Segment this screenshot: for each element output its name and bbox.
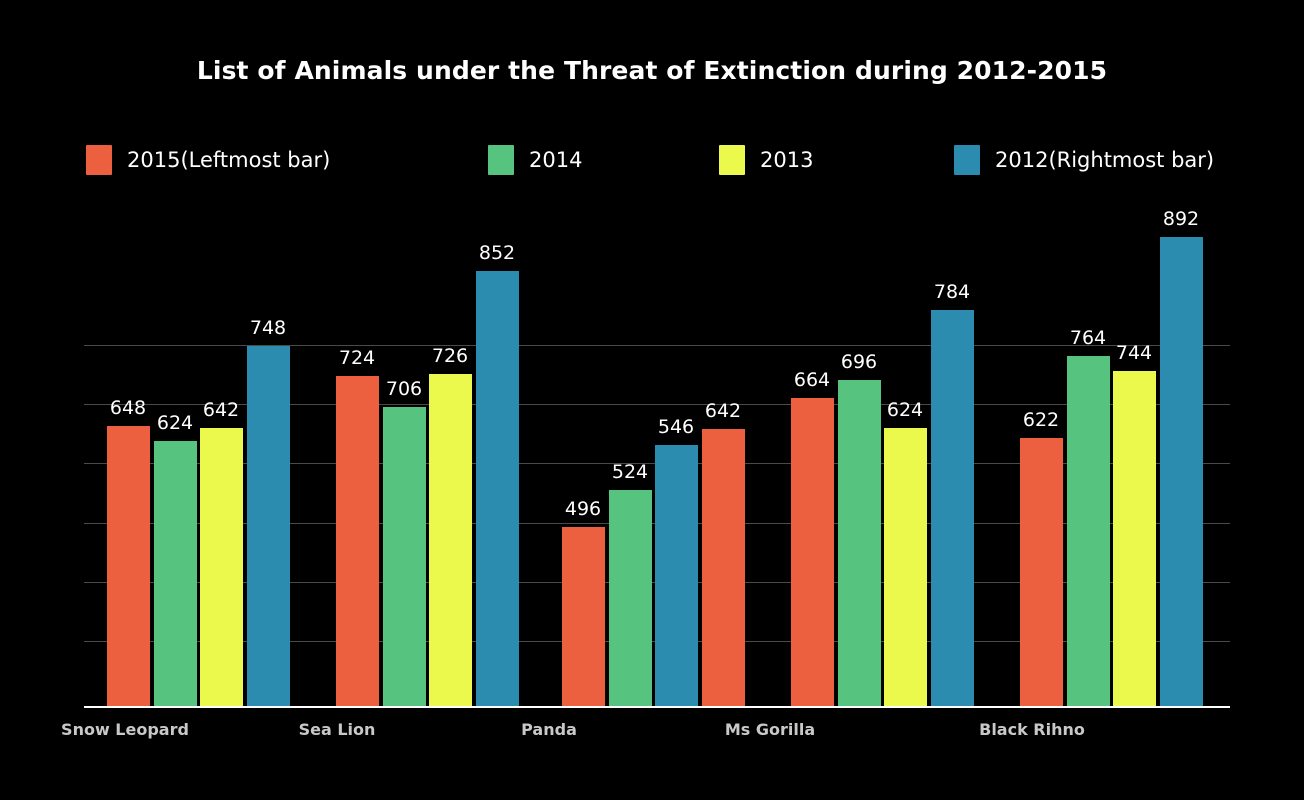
gridline-0 [84, 345, 1230, 346]
bar-value-label: 624 [156, 412, 194, 434]
bar-value-label: 624 [886, 399, 924, 421]
bar-value-label: 748 [249, 317, 287, 339]
bar-value-label: 496 [564, 498, 602, 520]
bar-value-label: 724 [338, 347, 376, 369]
bar-value-label: 648 [109, 397, 147, 419]
bar-value-label: 642 [704, 400, 742, 422]
legend-swatch-icon [488, 145, 514, 175]
bar-value-label: 696 [840, 351, 878, 373]
legend-label: 2013 [760, 147, 814, 172]
bar[interactable] [838, 380, 881, 706]
chart-title: List of Animals under the Threat of Exti… [196, 56, 1108, 85]
category-label-2: Panda [521, 720, 577, 739]
bar[interactable] [154, 441, 197, 706]
bar-value-label: 784 [933, 281, 971, 303]
bar[interactable] [1160, 237, 1203, 706]
bar[interactable] [609, 490, 652, 706]
legend-item-3[interactable]: 2012(Rightmost bar) [954, 144, 1214, 176]
bar[interactable] [931, 310, 974, 706]
bar[interactable] [476, 271, 519, 706]
legend-item-2[interactable]: 2013 [719, 144, 813, 176]
bar[interactable] [1113, 371, 1156, 706]
bar-value-label: 764 [1069, 327, 1107, 349]
bar[interactable] [107, 426, 150, 706]
legend-label: 2012(Rightmost bar) [995, 147, 1215, 172]
bar-value-label: 664 [793, 369, 831, 391]
chart-legend: 2015(Leftmost bar) 2014 2013 2012(Rightmost… [86, 144, 1246, 176]
bar[interactable] [336, 376, 379, 706]
bar-value-label: 726 [431, 345, 469, 367]
bar[interactable] [1020, 438, 1063, 706]
category-label-1: Sea Lion [298, 720, 376, 739]
bar-value-label: 744 [1115, 342, 1153, 364]
gridline-1 [84, 404, 1230, 405]
bar-value-label: 642 [202, 399, 240, 421]
bar-value-label: 546 [657, 416, 695, 438]
plot-area: 648 624 642 748 724 706 726 852 496 524 546 642 664 6… [84, 180, 1230, 708]
bar-value-label: 852 [478, 242, 516, 264]
legend-item-0[interactable]: 2015(Leftmost bar) [86, 144, 330, 176]
bar[interactable] [429, 374, 472, 706]
legend-swatch-icon [719, 145, 745, 175]
legend-item-1[interactable]: 2014 [488, 144, 582, 176]
legend-swatch-icon [86, 145, 112, 175]
legend-label: 2014 [529, 147, 583, 172]
bar-value-label: 622 [1022, 409, 1060, 431]
bar[interactable] [200, 428, 243, 706]
bar-value-label: 706 [385, 378, 423, 400]
bar[interactable] [791, 398, 834, 706]
x-axis-line [84, 706, 1230, 708]
legend-label: 2015(Leftmost bar) [127, 147, 331, 172]
bar-value-label: 524 [611, 461, 649, 483]
category-label-0: Snow Leopard [61, 720, 189, 739]
bar[interactable] [702, 429, 745, 706]
bar[interactable] [1067, 356, 1110, 706]
bar-value-label: 892 [1162, 208, 1200, 230]
category-label-4: Black Rihno [979, 720, 1085, 739]
bar[interactable] [655, 445, 698, 706]
bar[interactable] [562, 527, 605, 706]
bar[interactable] [247, 346, 290, 706]
bar[interactable] [884, 428, 927, 706]
bar[interactable] [383, 407, 426, 706]
category-label-3: Ms Gorilla [724, 720, 816, 739]
legend-swatch-icon [954, 145, 980, 175]
